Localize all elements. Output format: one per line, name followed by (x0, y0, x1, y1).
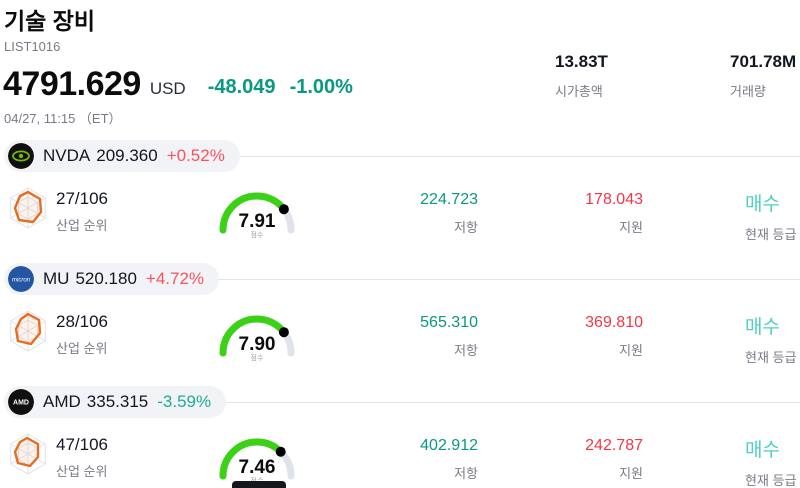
stock-section-nvda: NVDA 209.360 +0.52% 27/106 산업 순위 (0, 140, 800, 250)
timestamp: 04/27, 11:15 （ET） (4, 111, 122, 126)
resistance-label: 저항 (454, 466, 478, 481)
index-change-pct: -1.00% (289, 76, 353, 98)
ticker-price: 520.180 (75, 269, 137, 288)
resistance-value: 402.912 (420, 437, 478, 454)
support-col: 178.043 지원 (543, 191, 643, 236)
resistance-label: 저항 (454, 220, 478, 235)
support-col: 369.810 지원 (543, 314, 643, 359)
support-label: 지원 (619, 220, 643, 235)
industry-rank-label: 산업 순위 (56, 464, 108, 479)
support-label: 지원 (619, 466, 643, 481)
row-divider (219, 278, 800, 280)
ticker-change: -3.59% (157, 392, 212, 411)
rating-label: 현재 등급 (745, 227, 797, 242)
stock-section-amd: AMD AMD 335.315 -3.59% 47/106 산업 순위 (0, 386, 800, 488)
rating-col: 매수 현재 등급 (745, 189, 800, 243)
ticker-pill-row: NVDA 209.360 +0.52% (4, 140, 800, 172)
ticker-symbol: NVDA (43, 146, 91, 165)
score-gauge: 7.90 점수 (219, 315, 295, 362)
list-id: LIST1016 (4, 39, 61, 54)
stock-section-mu: micron MU 520.180 +4.72% 28/106 산업 순위 (0, 263, 800, 373)
svg-text:AMD: AMD (13, 400, 29, 407)
industry-rank-label: 산업 순위 (56, 341, 108, 356)
currency-label: USD (149, 79, 186, 98)
ticker-pill-row: micron MU 520.180 +4.72% (4, 263, 800, 295)
svg-text:micron: micron (12, 278, 31, 284)
amd-logo-icon: AMD (8, 389, 34, 415)
industry-rank-label: 산업 순위 (56, 218, 108, 233)
svg-text:점수: 점수 (251, 231, 264, 239)
ticker-symbol: AMD (43, 392, 81, 411)
ticker-price: 335.315 (86, 392, 149, 411)
ticker-change: +0.52% (166, 146, 225, 165)
volume-label: 거래량 (730, 84, 766, 99)
resistance-value: 565.310 (420, 314, 478, 331)
support-value: 242.787 (585, 437, 643, 454)
stock-detail-row: 27/106 산업 순위 7.91 점수 224.723 저항 178.043 … (0, 186, 800, 250)
market-cap-label: 시가총액 (555, 84, 603, 99)
rating-value: 매수 (745, 317, 780, 338)
volume-value: 701.78M (730, 52, 797, 71)
micron-logo-icon: micron (8, 266, 34, 292)
index-price: 4791.629 (3, 65, 141, 103)
nvidia-logo-icon (8, 143, 34, 169)
ticker-pill-nvda[interactable]: NVDA 209.360 +0.52% (4, 140, 240, 172)
ticker-symbol: MU (43, 269, 70, 288)
industry-rank-value: 28/106 (56, 312, 108, 331)
svg-text:7.90: 7.90 (239, 334, 276, 355)
rating-value: 매수 (745, 194, 780, 215)
index-change: -48.049 -1.00% (208, 76, 353, 99)
resistance-label: 저항 (454, 343, 478, 358)
ticker-price: 209.360 (96, 146, 158, 165)
rating-col: 매수 현재 등급 (745, 435, 800, 488)
support-value: 369.810 (585, 314, 643, 331)
rating-col: 매수 현재 등급 (745, 312, 800, 366)
support-label: 지원 (619, 343, 643, 358)
score-gauge: 7.46 점수 (219, 438, 295, 485)
industry-rank: 28/106 산업 순위 (56, 312, 108, 357)
row-divider (226, 401, 800, 403)
svg-text:7.91: 7.91 (239, 211, 276, 232)
svg-text:점수: 점수 (251, 354, 264, 362)
ticker-pill-amd[interactable]: AMD AMD 335.315 -3.59% (4, 386, 227, 418)
radar-polygon-icon (10, 433, 46, 475)
rating-label: 현재 등급 (745, 473, 797, 488)
industry-rank-value: 47/106 (56, 435, 108, 454)
page-title: 기술 장비 (4, 8, 96, 34)
support-col: 242.787 지원 (543, 437, 643, 482)
bottom-cutoff-bar (232, 481, 286, 488)
ticker-change: +4.72% (145, 269, 205, 288)
resistance-col: 565.310 저항 (378, 314, 478, 359)
resistance-value: 224.723 (420, 191, 478, 208)
score-gauge: 7.91 점수 (219, 192, 295, 239)
index-change-abs: -48.049 (207, 76, 276, 98)
industry-rank: 27/106 산업 순위 (56, 189, 108, 234)
industry-rank: 47/106 산업 순위 (56, 435, 108, 480)
radar-polygon-icon (10, 310, 46, 352)
volume-stat: 701.78M 거래량 (730, 52, 796, 100)
support-value: 178.043 (585, 191, 643, 208)
market-cap-stat: 13.83T 시가총액 (555, 52, 608, 100)
row-divider (239, 155, 800, 157)
stock-detail-row: 47/106 산업 순위 7.46 점수 402.912 저항 242.787 … (0, 432, 800, 488)
radar-polygon-icon (10, 187, 46, 229)
svg-text:7.46: 7.46 (239, 457, 276, 478)
stock-detail-row: 28/106 산업 순위 7.90 점수 565.310 저항 369.810 … (0, 309, 800, 373)
resistance-col: 402.912 저항 (378, 437, 478, 482)
ticker-pill-row: AMD AMD 335.315 -3.59% (4, 386, 800, 418)
rating-label: 현재 등급 (745, 350, 797, 365)
price-row: 4791.629 USD -48.049 -1.00% (3, 67, 800, 101)
industry-rank-value: 27/106 (56, 189, 108, 208)
resistance-col: 224.723 저항 (378, 191, 478, 236)
rating-value: 매수 (745, 440, 780, 461)
market-cap-value: 13.83T (555, 52, 608, 71)
ticker-pill-mu[interactable]: micron MU 520.180 +4.72% (4, 263, 220, 295)
